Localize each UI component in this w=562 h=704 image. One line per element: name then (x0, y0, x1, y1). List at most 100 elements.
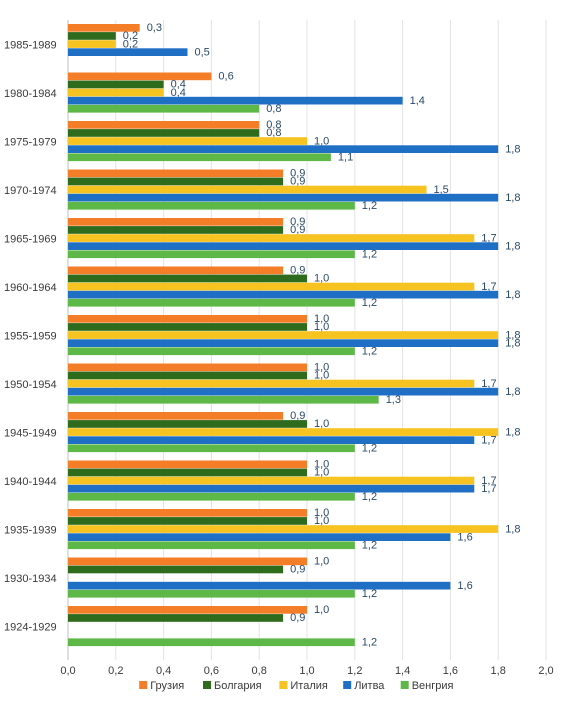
data-label: 1,2 (362, 297, 377, 309)
bar (68, 274, 307, 283)
bar (68, 96, 403, 105)
bar (68, 533, 451, 541)
bar (68, 226, 284, 234)
bar (68, 250, 355, 259)
legend-label: Италия (290, 680, 328, 692)
x-axis-ticks: 0,0 0,2 0,4 0,6 0,8 1,0 1,2 1,4 1,6 1,8 2,0 (60, 665, 553, 677)
bar (68, 234, 475, 242)
bar (68, 476, 475, 485)
bar (68, 517, 307, 525)
bar (68, 290, 499, 299)
data-label: 0,9 (290, 410, 305, 422)
bar (68, 32, 116, 40)
bar (68, 121, 260, 129)
bar (68, 638, 355, 647)
bar (68, 606, 307, 614)
bar (68, 331, 499, 339)
bar (68, 614, 284, 622)
bar (68, 339, 499, 347)
data-label: 1,7 (481, 281, 496, 293)
data-label: 1,2 (362, 346, 377, 358)
bar (68, 129, 260, 137)
bar (68, 371, 307, 380)
bar (68, 193, 499, 202)
bar (68, 169, 284, 178)
x-tick-label: 1,4 (395, 665, 410, 677)
data-label: 1,5 (434, 184, 449, 196)
category-label: 1965-1969 (4, 233, 57, 245)
data-label: 1,0 (314, 515, 329, 527)
bar (68, 589, 355, 598)
legend-label: Венгрия (412, 680, 454, 692)
data-label: 1,2 (362, 249, 377, 261)
data-label: 0,9 (290, 168, 305, 180)
x-tick-label: 1,8 (491, 665, 506, 677)
bar (68, 298, 355, 307)
bar (68, 153, 331, 162)
x-tick-label: 1,6 (443, 665, 458, 677)
category-label: 1985-1989 (4, 39, 57, 51)
bar (68, 468, 307, 477)
data-label: 1,3 (386, 394, 401, 406)
data-label: 0,9 (290, 216, 305, 228)
bar (68, 484, 475, 493)
bar (68, 218, 284, 226)
bar (68, 266, 284, 275)
data-label: 0,9 (290, 224, 305, 236)
data-label: 1,0 (314, 467, 329, 479)
bar (68, 185, 427, 194)
bar (68, 436, 475, 444)
bar (68, 315, 307, 323)
data-label: 1,8 (505, 329, 520, 341)
data-label: 0,9 (290, 265, 305, 277)
data-label: 1,8 (505, 426, 520, 438)
data-label: 1,8 (505, 143, 520, 155)
data-label: 1,0 (314, 459, 329, 471)
bar (68, 420, 307, 428)
data-label: 0,3 (147, 22, 162, 34)
data-label: 1,0 (314, 313, 329, 325)
data-label: 0,8 (266, 119, 281, 131)
category-label: 1930-1934 (4, 573, 57, 585)
category-label: 1924-1929 (4, 621, 57, 633)
bar (68, 444, 355, 453)
data-label: 1,0 (314, 321, 329, 333)
data-label: 1,7 (481, 475, 496, 487)
bar (68, 72, 212, 81)
category-label: 1970-1974 (4, 185, 57, 197)
bar (68, 242, 499, 250)
bar (68, 557, 307, 566)
data-label: 0,6 (218, 71, 233, 83)
legend-swatch (139, 681, 148, 689)
bar (68, 387, 499, 396)
data-label: 1,7 (481, 434, 496, 446)
legend-swatch (203, 681, 211, 689)
bar (68, 40, 116, 48)
data-label: 1,0 (314, 362, 329, 374)
bar (68, 48, 188, 56)
bar (68, 541, 355, 550)
bar (68, 201, 355, 210)
x-tick-label: 1,0 (299, 665, 314, 677)
data-label: 1,7 (481, 378, 496, 390)
data-label: 1,8 (505, 386, 520, 398)
bar (68, 145, 499, 153)
data-label: 0,2 (123, 38, 138, 50)
category-label: 1940-1944 (4, 476, 57, 488)
bar (68, 282, 475, 291)
data-label: 0,4 (171, 87, 186, 99)
data-label: 1,0 (314, 556, 329, 568)
category-label: 1945-1949 (4, 427, 57, 439)
legend: Грузия Болгария Италия Литва Венгрия (139, 680, 454, 692)
data-label: 1,8 (505, 289, 520, 301)
data-label: 1,6 (457, 580, 472, 592)
data-label: 1,0 (314, 418, 329, 430)
data-label: 0,9 (290, 564, 305, 576)
data-label: 0,4 (171, 79, 186, 91)
data-label: 1,2 (362, 443, 377, 455)
bar (68, 412, 284, 420)
bar (68, 581, 451, 590)
x-tick-label: 0,6 (204, 665, 219, 677)
bar (68, 177, 284, 186)
